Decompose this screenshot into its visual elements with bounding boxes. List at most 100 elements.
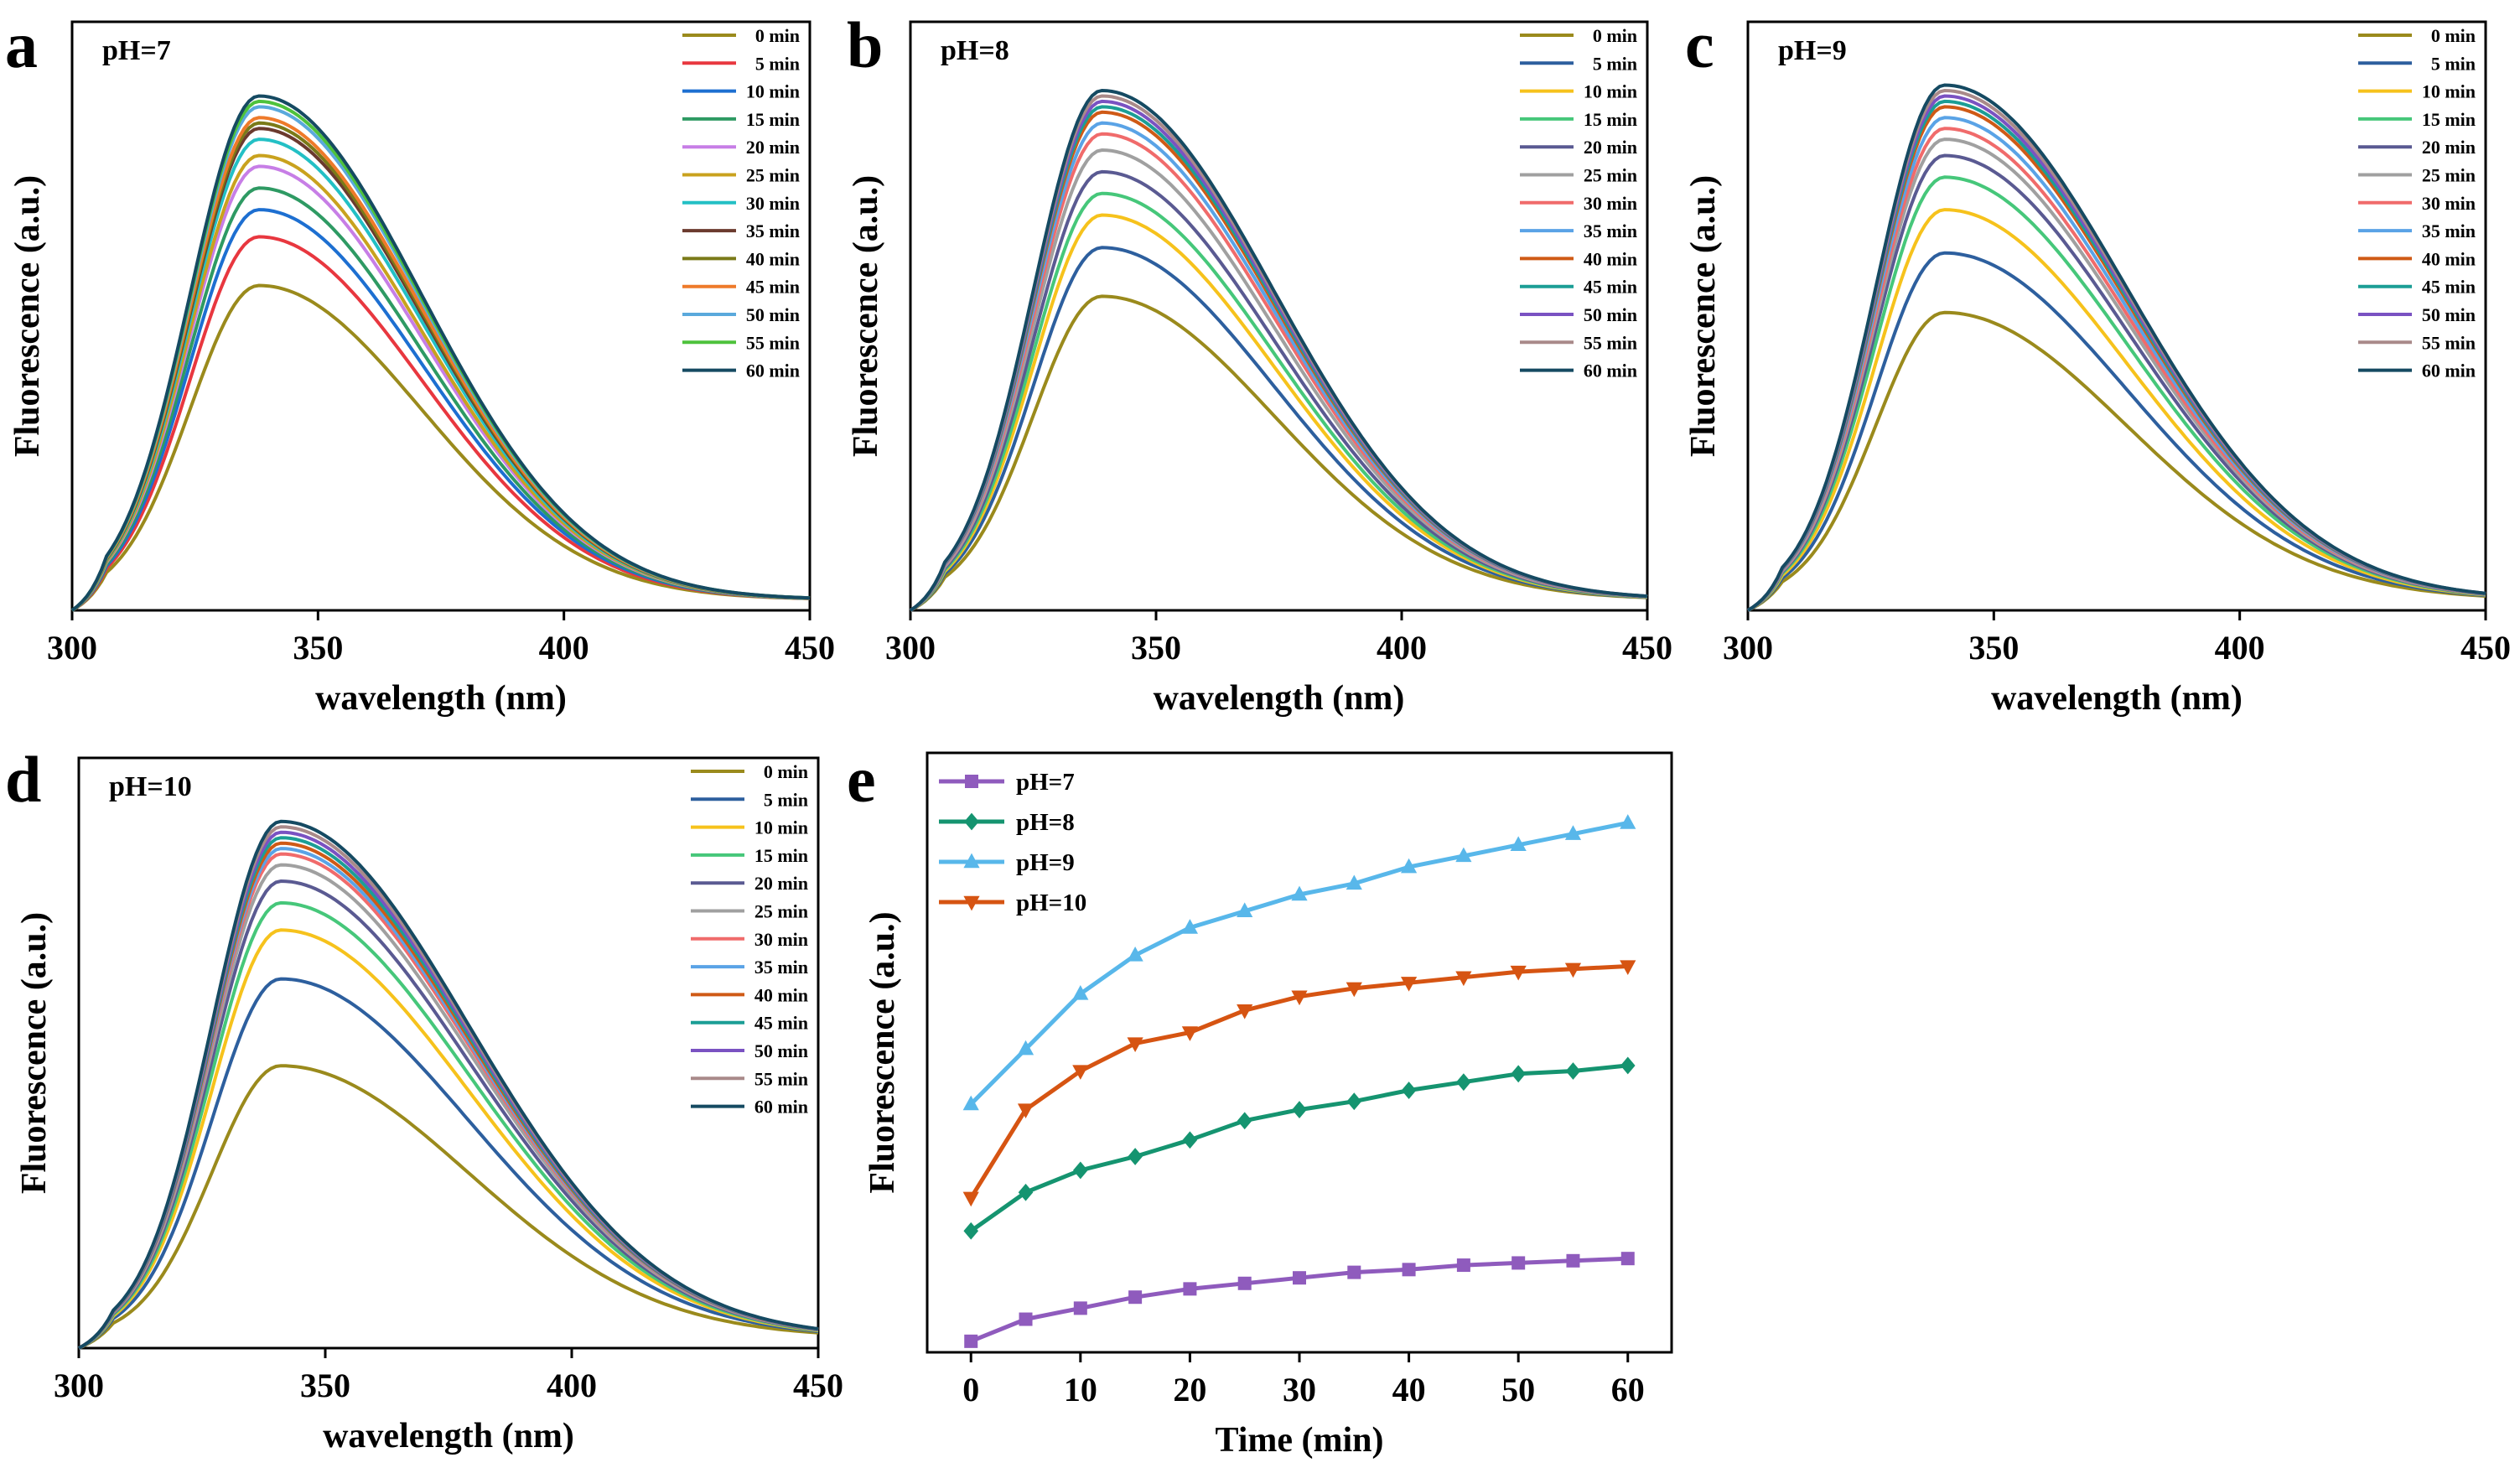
marker-point <box>1293 1271 1306 1285</box>
marker-point <box>1564 962 1582 978</box>
legend-label: 50 min <box>754 1040 808 1061</box>
legend-label: 20 min <box>746 137 800 158</box>
marker-point <box>962 1191 979 1207</box>
legend-label: pH=9 <box>1016 849 1075 876</box>
marker-point <box>962 1095 979 1111</box>
legend-label: 30 min <box>746 193 800 214</box>
legend-label: 10 min <box>754 817 808 838</box>
marker-point <box>1455 971 1472 987</box>
series-line-15-min <box>78 900 819 1350</box>
y-axis-title: Fluorescence (a.u.) <box>847 175 885 457</box>
x-tick-label: 60 <box>1611 1371 1645 1408</box>
marker-point <box>1019 1312 1033 1326</box>
legend-label: 5 min <box>764 789 808 810</box>
marker-point <box>1237 1276 1252 1290</box>
legend-label: 25 min <box>1584 165 1637 186</box>
marker-point <box>1402 1263 1416 1277</box>
series-line-pH=8 <box>969 1063 1629 1233</box>
inset-title: pH=7 <box>102 35 171 66</box>
legend-label: 25 min <box>2422 165 2476 186</box>
marker-point <box>1128 1290 1143 1305</box>
marker-point <box>1181 1026 1199 1041</box>
marker-point <box>1511 1256 1526 1270</box>
legend-label: 50 min <box>1584 304 1637 325</box>
x-tick-label: 0 <box>962 1371 979 1408</box>
series-line-10-min <box>70 208 811 612</box>
marker-point <box>1620 1056 1636 1075</box>
legend-label: 55 min <box>746 332 800 353</box>
series-line-35-min <box>909 121 1648 612</box>
series-line-30-min <box>78 852 819 1350</box>
x-tick-label: 450 <box>793 1367 843 1404</box>
legend-label: 60 min <box>754 1097 808 1118</box>
marker-point <box>1455 847 1472 863</box>
legend-label: 40 min <box>2422 248 2476 269</box>
x-tick-label: 350 <box>1968 629 2019 667</box>
series-line-0-min <box>1747 310 2486 612</box>
panel-letter-b: b <box>847 8 883 81</box>
legend-label: pH=8 <box>1016 809 1075 836</box>
legend-label: 20 min <box>1584 137 1637 158</box>
marker-point <box>1072 1065 1089 1080</box>
marker-point <box>1073 1161 1088 1180</box>
marker-point <box>1127 1037 1143 1053</box>
legend-label: 40 min <box>754 984 808 1005</box>
legend-label: 45 min <box>2422 277 2476 298</box>
marker-point <box>1456 1258 1470 1273</box>
series-line-55-min <box>78 825 819 1350</box>
legend-label: 5 min <box>2431 53 2476 74</box>
panel-a: a 300 350 400 450 wavelength (nm) Fluorescence… <box>5 8 835 718</box>
legend-label: 30 min <box>754 929 808 950</box>
legend-label: 45 min <box>754 1013 808 1034</box>
series-line-50-min <box>909 99 1648 612</box>
legend-label: 15 min <box>1584 109 1637 130</box>
marker-point <box>1566 1253 1580 1268</box>
x-tick-label: 450 <box>785 629 835 667</box>
marker-point <box>963 853 980 869</box>
x-tick-label: 450 <box>2460 629 2511 667</box>
series-line-10-min <box>909 213 1648 612</box>
series-line-0-min <box>78 1064 819 1350</box>
marker-point <box>1237 902 1253 917</box>
x-tick-label: 400 <box>547 1367 597 1404</box>
x-tick-label: 300 <box>1723 629 1773 667</box>
legend-label: 30 min <box>1584 193 1637 214</box>
legend-label: 50 min <box>746 304 800 325</box>
series-line-60-min <box>909 88 1648 612</box>
series-line-10-min <box>78 928 819 1350</box>
panel-letter-e: e <box>847 743 876 816</box>
marker-point <box>964 1334 978 1348</box>
marker-point <box>1511 1065 1526 1083</box>
marker-point <box>1291 885 1308 901</box>
legend-label: 15 min <box>754 845 808 866</box>
x-axis-title: wavelength (nm) <box>323 1417 574 1455</box>
legend-label: pH=10 <box>1016 890 1086 916</box>
plot-frame <box>70 20 811 612</box>
x-tick-label: 10 <box>1064 1371 1097 1408</box>
marker-point <box>1237 1112 1252 1130</box>
marker-point <box>1565 1062 1581 1080</box>
x-tick-label: 40 <box>1392 1371 1426 1408</box>
legend-label: 15 min <box>746 109 800 130</box>
inset-title: pH=9 <box>1778 35 1847 66</box>
legend-label: 60 min <box>1584 361 1637 381</box>
series-line-45-min <box>78 836 819 1350</box>
marker-point <box>1128 1148 1143 1165</box>
legend-label: 35 min <box>1584 220 1637 241</box>
panel-d: d 300 350 400 450 wavelength (nm) Fluorescence… <box>5 743 843 1455</box>
y-axis-title: Fluorescence (a.u.) <box>15 912 54 1194</box>
legend-label: 0 min <box>764 761 808 782</box>
marker-point <box>1620 1252 1635 1266</box>
inset-title: pH=8 <box>941 35 1009 66</box>
legend-label: 35 min <box>746 220 800 241</box>
marker-point <box>1182 1131 1198 1149</box>
x-tick-label: 30 <box>1283 1371 1316 1408</box>
marker-point <box>1510 836 1527 852</box>
legend-label: 10 min <box>1584 81 1637 102</box>
marker-point <box>1620 814 1636 829</box>
x-tick-label: 350 <box>1131 629 1181 667</box>
panel-e: e 0 10 20 30 40 50 60 Time (min) Fluorescence (a.… <box>847 743 1673 1460</box>
series-line-5-min <box>78 977 819 1350</box>
legend-label: 55 min <box>754 1068 808 1089</box>
